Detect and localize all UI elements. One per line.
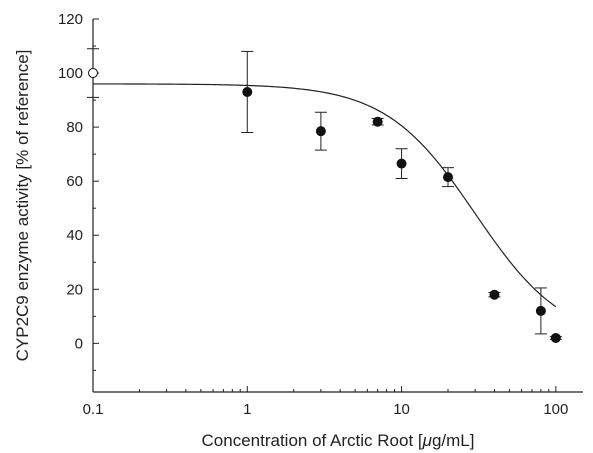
data-point bbox=[442, 172, 453, 183]
data-point bbox=[242, 86, 253, 97]
x-axis-title-part-1: Concentration of Arctic Root [ bbox=[202, 431, 423, 450]
data-point bbox=[489, 289, 500, 300]
data-point bbox=[315, 126, 326, 137]
axes bbox=[92, 18, 583, 393]
reference-point bbox=[88, 68, 98, 79]
x-axis-title: Concentration of Arctic Root [μg/mL] bbox=[202, 431, 475, 450]
y-tick-label: 0 bbox=[75, 335, 83, 352]
y-axis-title: CYP2C9 enzyme activity [% of reference] bbox=[13, 50, 32, 362]
x-axis-title-mu: μ bbox=[422, 431, 433, 450]
y-tick-label: 80 bbox=[66, 119, 83, 136]
tick-labels: 0 20 40 60 80 100 120 0.1 1 10 100 bbox=[58, 11, 568, 418]
data-points bbox=[87, 48, 562, 343]
data-point bbox=[396, 158, 407, 169]
data-point bbox=[372, 116, 383, 127]
y-tick-label: 20 bbox=[66, 281, 83, 298]
x-tick-label: 0.1 bbox=[83, 401, 104, 418]
x-axis-title-part-2: g/mL] bbox=[432, 431, 475, 450]
fit-curve bbox=[93, 83, 557, 308]
data-point bbox=[535, 305, 546, 316]
y-tick-label: 40 bbox=[66, 227, 83, 244]
y-tick-label: 120 bbox=[58, 11, 83, 28]
y-tick-label: 100 bbox=[58, 65, 83, 82]
fit-line bbox=[93, 83, 557, 308]
x-tick-label: 1 bbox=[243, 401, 251, 418]
x-tick-label: 10 bbox=[393, 401, 410, 418]
data-point bbox=[550, 332, 561, 343]
y-tick-label: 60 bbox=[66, 173, 83, 190]
x-tick-label: 100 bbox=[543, 401, 568, 418]
